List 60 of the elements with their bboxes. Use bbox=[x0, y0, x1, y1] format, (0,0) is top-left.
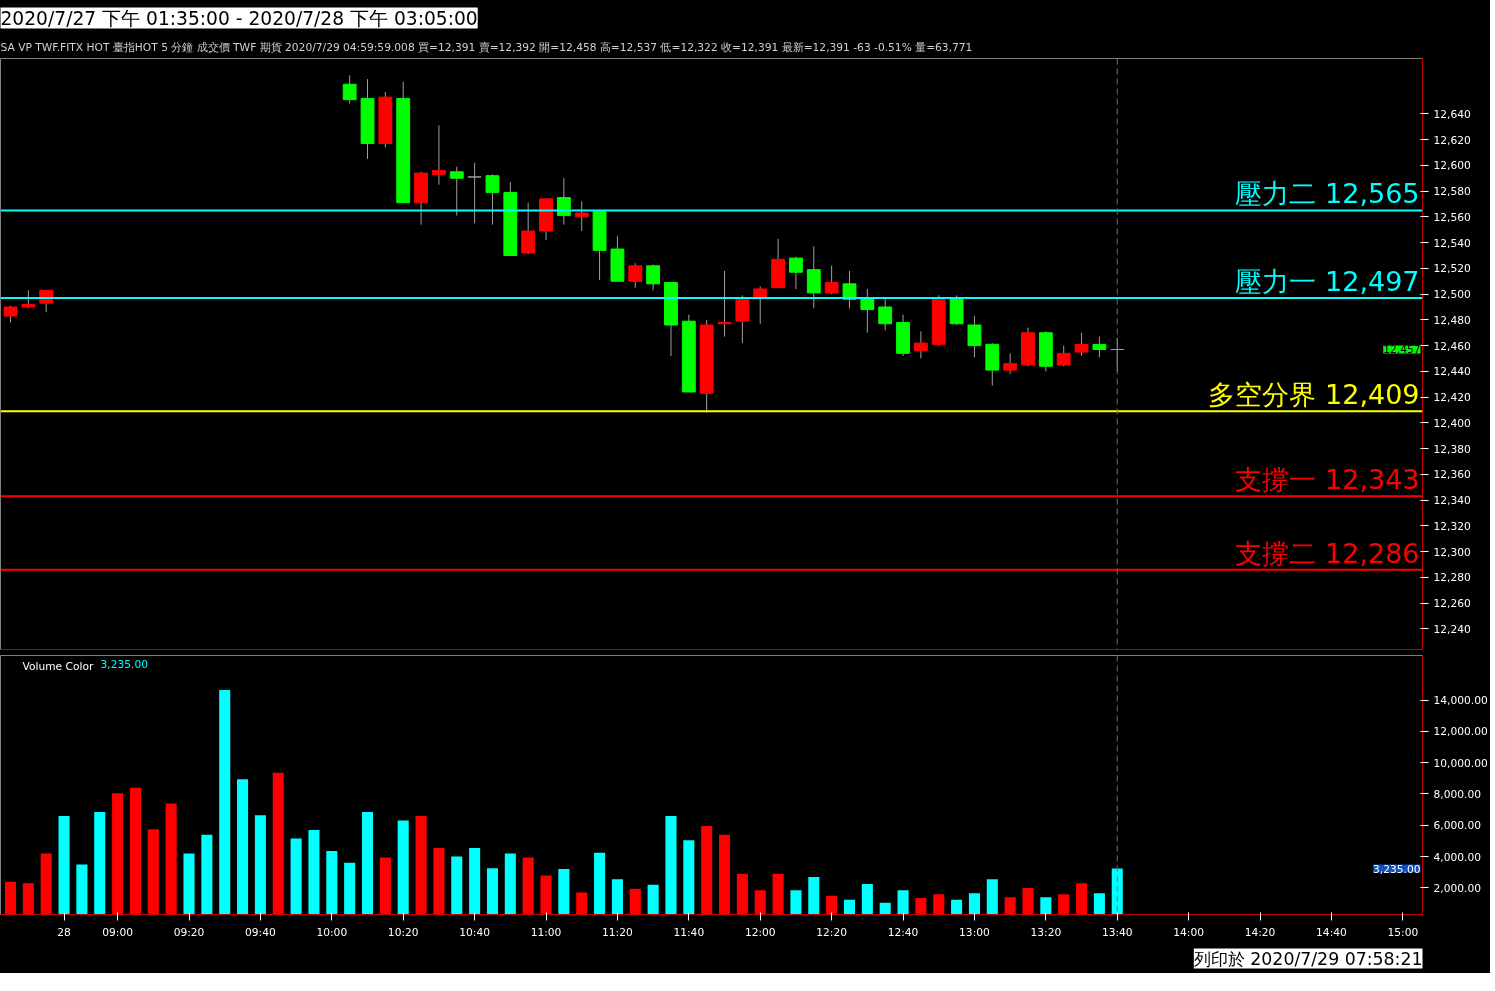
x-tick-label: 09:40 bbox=[245, 925, 276, 939]
x-tick-label: 11:40 bbox=[673, 925, 705, 939]
y-tick-label: 12,540 bbox=[1433, 236, 1472, 250]
x-tick-label: 13:20 bbox=[1030, 925, 1062, 939]
y-tick-label: 14,000.00 bbox=[1433, 694, 1488, 708]
x-tick-label: 12:20 bbox=[816, 925, 848, 939]
chart-subtitle: SA VP TWF.FITX HOT 臺指HOT 5 分鐘 成交價 TWF 期貨 2020/7/29 04:59:59.008 買=12,391 賣=12,392 開=12,458 高=12,537 低=12,322 收=12,391 最新=12,391 -63 -0.51% 量=63,771 bbox=[0, 40, 973, 54]
x-tick-label: 09:00 bbox=[102, 925, 134, 939]
text: 3,235.00 bbox=[1373, 862, 1421, 876]
y-tick-label: 12,520 bbox=[1433, 262, 1472, 276]
x-tick-label: 14:00 bbox=[1173, 925, 1205, 939]
ref-line-label: 壓力二 12,565 bbox=[1235, 178, 1420, 210]
y-tick-label: 12,400 bbox=[1433, 416, 1472, 430]
y-tick-label: 12,300 bbox=[1433, 545, 1472, 559]
x-tick-label: 10:40 bbox=[459, 925, 491, 939]
ref-line-label: 壓力一 12,497 bbox=[1235, 265, 1420, 297]
x-tick-label: 13:00 bbox=[959, 925, 991, 939]
x-tick-label: 09:20 bbox=[173, 925, 205, 939]
ref-line-label: 支撐一 12,343 bbox=[1235, 464, 1420, 496]
y-tick-label: 12,360 bbox=[1433, 468, 1472, 482]
y-tick-label: 12,260 bbox=[1433, 597, 1472, 611]
x-tick-label: 10:00 bbox=[316, 925, 348, 939]
y-tick-label: 12,280 bbox=[1433, 571, 1472, 585]
y-tick-label: 12,440 bbox=[1433, 365, 1472, 379]
y-tick-label: 12,380 bbox=[1433, 442, 1472, 456]
y-tick-label: 12,000.00 bbox=[1433, 725, 1488, 739]
x-tick-label: 11:00 bbox=[530, 925, 562, 939]
x-tick-label: 15:00 bbox=[1387, 925, 1419, 939]
chart-title: 2020/7/27 下午 01:35:00 - 2020/7/28 下午 03:05:00 bbox=[0, 7, 478, 29]
y-tick-label: 10,000.00 bbox=[1433, 756, 1488, 770]
y-tick-label: 12,320 bbox=[1433, 519, 1472, 533]
y-tick-label: 12,340 bbox=[1433, 494, 1472, 508]
annotation: 3,235.00 bbox=[100, 657, 149, 671]
x-tick-label: 14:20 bbox=[1244, 925, 1276, 939]
x-tick-label: 13:40 bbox=[1101, 925, 1133, 939]
y-tick-label: 12,560 bbox=[1433, 210, 1472, 224]
annotation: 12,457 bbox=[1383, 343, 1421, 357]
y-tick-label: 12,460 bbox=[1433, 339, 1472, 353]
y-tick-label: 6,000.00 bbox=[1433, 819, 1482, 833]
chart-title: Volume Color bbox=[22, 659, 94, 673]
x-tick-label: 10:20 bbox=[387, 925, 419, 939]
y-tick-label: 12,600 bbox=[1433, 159, 1472, 173]
y-tick-label: 4,000.00 bbox=[1433, 850, 1482, 864]
ref-line-label: 多空分界 12,409 bbox=[1208, 379, 1420, 411]
y-tick-label: 2,000.00 bbox=[1433, 881, 1482, 895]
x-tick-label: 11:20 bbox=[602, 925, 633, 939]
y-tick-label: 12,620 bbox=[1433, 133, 1472, 147]
y-tick-label: 12,580 bbox=[1433, 185, 1472, 199]
ref-line-label: 支撐二 12,286 bbox=[1235, 537, 1420, 569]
x-tick-label: 14:40 bbox=[1316, 925, 1348, 939]
y-tick-label: 12,480 bbox=[1433, 313, 1472, 327]
y-tick-label: 12,500 bbox=[1433, 288, 1472, 302]
x-tick-label: 12:40 bbox=[887, 925, 919, 939]
x-tick-label: 28 bbox=[57, 925, 72, 939]
y-tick-label: 12,240 bbox=[1433, 622, 1472, 636]
y-tick-label: 12,640 bbox=[1433, 107, 1472, 121]
y-tick-label: 8,000.00 bbox=[1433, 788, 1482, 801]
y-tick-label: 12,420 bbox=[1433, 391, 1472, 405]
x-tick-label: 12:00 bbox=[744, 925, 776, 939]
text: 列印於 2020/7/29 07:58:21 bbox=[1193, 948, 1423, 969]
